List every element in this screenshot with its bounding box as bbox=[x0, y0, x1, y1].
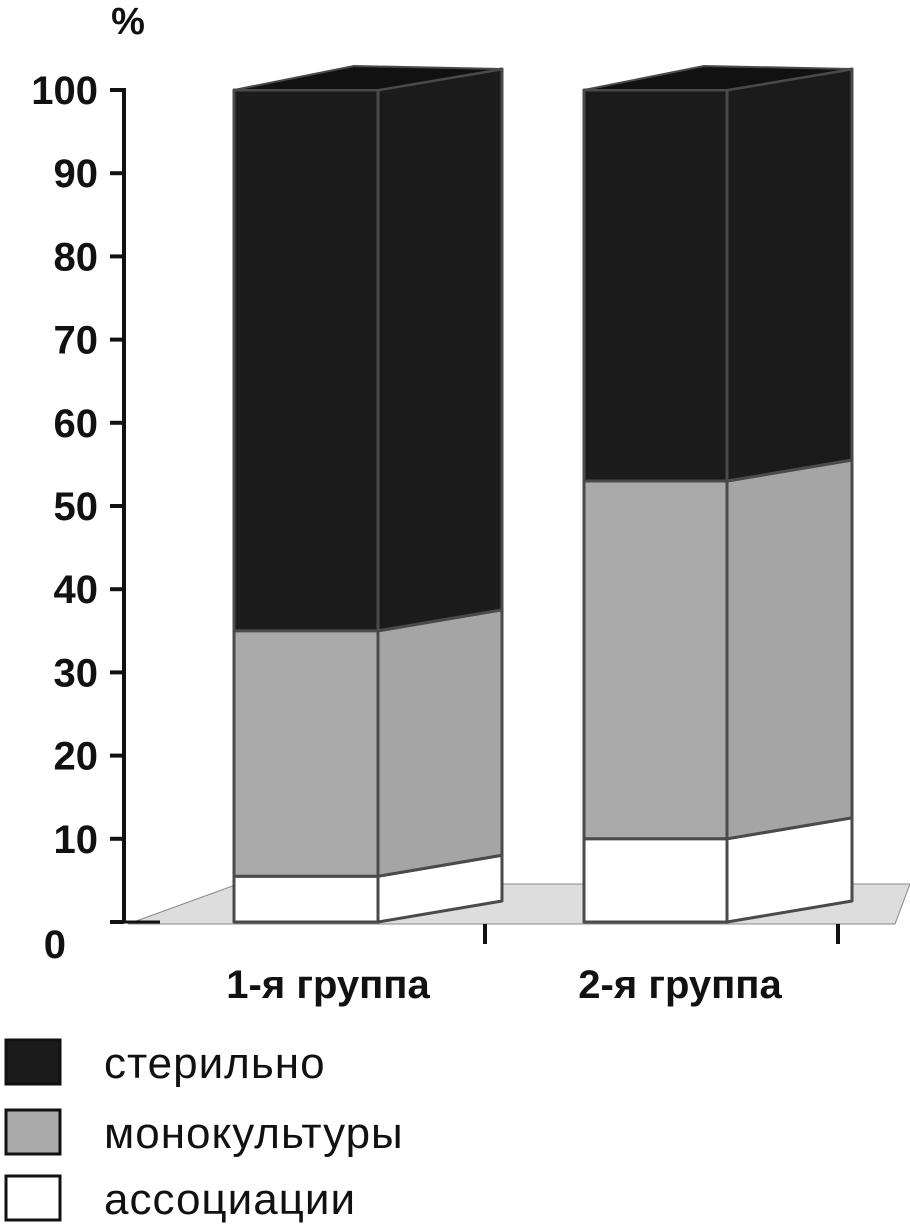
bar-front-2-3 bbox=[582, 88, 729, 483]
bar-top-2 bbox=[583, 64, 853, 91]
y-tick-label: 40 bbox=[54, 568, 99, 612]
category-label-1: 1-я группа bbox=[226, 963, 430, 1007]
bar-front-2-2 bbox=[582, 479, 729, 841]
legend-label-2: монокультуры bbox=[104, 1109, 404, 1158]
legend-swatch-3 bbox=[4, 1174, 62, 1222]
y-tick-label: 60 bbox=[54, 402, 99, 446]
category-label-2: 2-я группа bbox=[578, 963, 782, 1007]
bar-front-1-3 bbox=[232, 88, 380, 633]
y-tick-label: 30 bbox=[54, 651, 99, 695]
bar-front-2-1 bbox=[582, 837, 729, 924]
legend-label-1: стерильно bbox=[104, 1039, 326, 1088]
legend: стерильно монокультуры ассоциации bbox=[4, 1038, 404, 1224]
bar-top-1 bbox=[233, 64, 503, 91]
bar-side-1-2 bbox=[376, 608, 504, 878]
y-tick-label: 70 bbox=[54, 319, 99, 363]
bar-side-2-3 bbox=[725, 67, 854, 483]
category-labels: 1-я группа 2-я группа bbox=[226, 963, 782, 1007]
legend-label-3: ассоциации bbox=[104, 1175, 356, 1224]
y-tick-label: 0 bbox=[44, 923, 66, 967]
y-tick-label: 10 bbox=[54, 818, 99, 862]
bar-side-2-2 bbox=[725, 458, 854, 841]
legend-swatch-1 bbox=[4, 1038, 62, 1086]
y-tick-label: 80 bbox=[54, 235, 99, 279]
y-tick-label: 20 bbox=[54, 735, 99, 779]
y-tick-label: 50 bbox=[54, 485, 99, 529]
y-tick-label: 100 bbox=[31, 69, 98, 113]
y-axis: 0 10 20 30 40 50 60 70 80 90 100 bbox=[31, 69, 840, 967]
y-axis-label: % bbox=[111, 1, 145, 43]
bar-front-1-1 bbox=[232, 874, 380, 924]
y-tick-label: 90 bbox=[54, 152, 99, 196]
bars bbox=[232, 64, 854, 924]
bar-front-1-2 bbox=[232, 629, 380, 878]
legend-swatch-2 bbox=[4, 1108, 62, 1156]
bar-side-1-3 bbox=[376, 67, 504, 633]
